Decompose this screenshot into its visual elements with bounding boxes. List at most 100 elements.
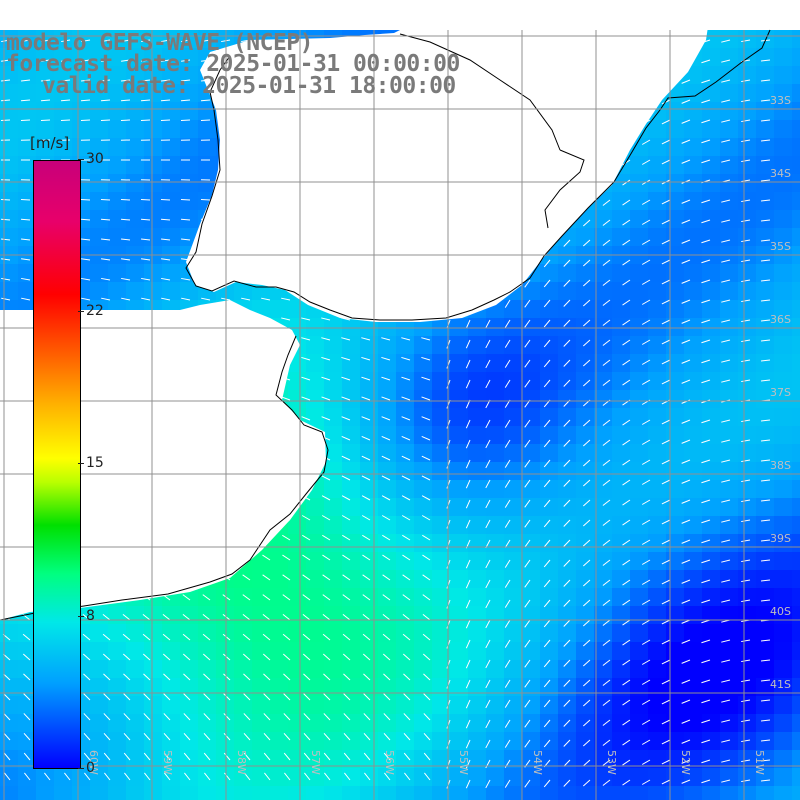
- wind-speed-cell: [360, 480, 378, 498]
- wind-arrow: [760, 439, 771, 442]
- wind-arrow: [141, 297, 151, 301]
- wind-speed-cell: [504, 354, 522, 372]
- wind-speed-cell: [414, 444, 432, 462]
- wind-arrow: [701, 259, 711, 264]
- wind-arrow: [465, 739, 471, 749]
- wind-arrow: [721, 479, 731, 483]
- wind-speed-cell: [630, 570, 648, 588]
- wind-arrow: [485, 339, 491, 349]
- wind-speed-cell: [540, 642, 558, 660]
- wind-speed-cell: [792, 264, 800, 282]
- wind-speed-cell: [738, 786, 756, 800]
- wind-arrow: [681, 439, 691, 444]
- colorbar-unit-label: [m/s]: [30, 134, 70, 152]
- wind-arrow: [362, 653, 371, 661]
- wind-speed-cell: [774, 264, 792, 282]
- wind-arrow: [543, 579, 551, 588]
- wind-speed-cell: [540, 570, 558, 588]
- wind-arrow: [402, 614, 411, 621]
- colorbar-tick-label: 22: [78, 303, 104, 319]
- wind-arrow: [465, 579, 471, 589]
- wind-arrow: [302, 614, 311, 621]
- wind-arrow: [760, 679, 771, 682]
- wind-speed-cell: [720, 498, 738, 516]
- wind-speed-cell: [432, 660, 450, 678]
- wind-speed-cell: [594, 750, 612, 768]
- wind-speed-cell: [0, 786, 18, 800]
- wind-speed-cell: [630, 786, 648, 800]
- wind-speed-cell: [306, 768, 324, 786]
- wind-arrow: [123, 693, 131, 701]
- wind-speed-cell: [306, 534, 324, 552]
- wind-arrow: [283, 673, 291, 681]
- wind-speed-cell: [432, 624, 450, 642]
- wind-speed-cell: [702, 768, 720, 786]
- wind-speed-cell: [450, 480, 468, 498]
- wind-speed-cell: [684, 120, 702, 138]
- wind-arrow: [681, 719, 691, 724]
- wind-arrow: [543, 319, 551, 328]
- wind-arrow: [321, 317, 331, 321]
- wind-arrow: [681, 259, 691, 264]
- wind-speed-cell: [522, 462, 540, 480]
- wind-speed-cell: [738, 606, 756, 624]
- wind-speed-cell: [648, 390, 666, 408]
- wind-speed-cell: [378, 570, 396, 588]
- wind-speed-cell: [756, 66, 774, 84]
- wind-arrow: [622, 299, 631, 306]
- wind-speed-cell: [630, 498, 648, 516]
- wind-speed-cell: [558, 786, 576, 800]
- wind-speed-cell: [720, 714, 738, 732]
- wind-speed-cell: [738, 102, 756, 120]
- wind-arrow: [121, 39, 131, 43]
- wind-speed-cell: [486, 552, 504, 570]
- wind-speed-cell: [432, 318, 450, 336]
- wind-speed-cell: [144, 30, 162, 48]
- wind-speed-cell: [450, 606, 468, 624]
- wind-speed-cell: [432, 714, 450, 732]
- wind-arrow: [661, 699, 671, 705]
- wind-arrow: [123, 713, 131, 721]
- wind-speed-cell: [18, 84, 36, 102]
- wind-speed-cell: [432, 372, 450, 390]
- wind-arrow: [661, 659, 671, 665]
- wind-arrow: [203, 713, 211, 721]
- wind-speed-cell: [702, 534, 720, 552]
- wind-arrow: [721, 299, 731, 303]
- wind-speed-cell: [684, 444, 702, 462]
- wind-arrow: [622, 359, 631, 366]
- wind-speed-cell: [558, 408, 576, 426]
- wind-speed-cell: [396, 642, 414, 660]
- wind-arrow: [83, 693, 91, 701]
- wind-arrow: [681, 419, 691, 424]
- wind-speed-cell: [720, 300, 738, 318]
- wind-arrow: [322, 534, 331, 541]
- wind-speed-cell: [378, 714, 396, 732]
- wind-arrow: [641, 479, 651, 485]
- wind-speed-cell: [324, 408, 342, 426]
- wind-arrow: [485, 739, 491, 749]
- wind-speed-cell: [792, 156, 800, 174]
- wind-arrow: [524, 659, 531, 668]
- wind-speed-cell: [342, 570, 360, 588]
- wind-speed-cell: [468, 372, 486, 390]
- wind-speed-cell: [630, 516, 648, 534]
- wind-arrow: [641, 339, 651, 345]
- wind-speed-cell: [396, 660, 414, 678]
- wind-speed-cell: [630, 210, 648, 228]
- wind-speed-cell: [486, 336, 504, 354]
- wind-speed-cell: [738, 336, 756, 354]
- wind-speed-cell: [540, 426, 558, 444]
- wind-arrow: [202, 614, 211, 621]
- wind-arrow: [701, 739, 711, 744]
- wind-arrow: [122, 633, 131, 641]
- wind-speed-cell: [756, 300, 774, 318]
- wind-arrow: [341, 356, 351, 361]
- wind-speed-cell: [342, 480, 360, 498]
- wind-speed-cell: [450, 318, 468, 336]
- wind-speed-cell: [576, 426, 594, 444]
- wind-speed-cell: [774, 84, 792, 102]
- wind-arrow: [341, 475, 351, 481]
- wind-speed-cell: [756, 48, 774, 66]
- wind-speed-cell: [576, 750, 594, 768]
